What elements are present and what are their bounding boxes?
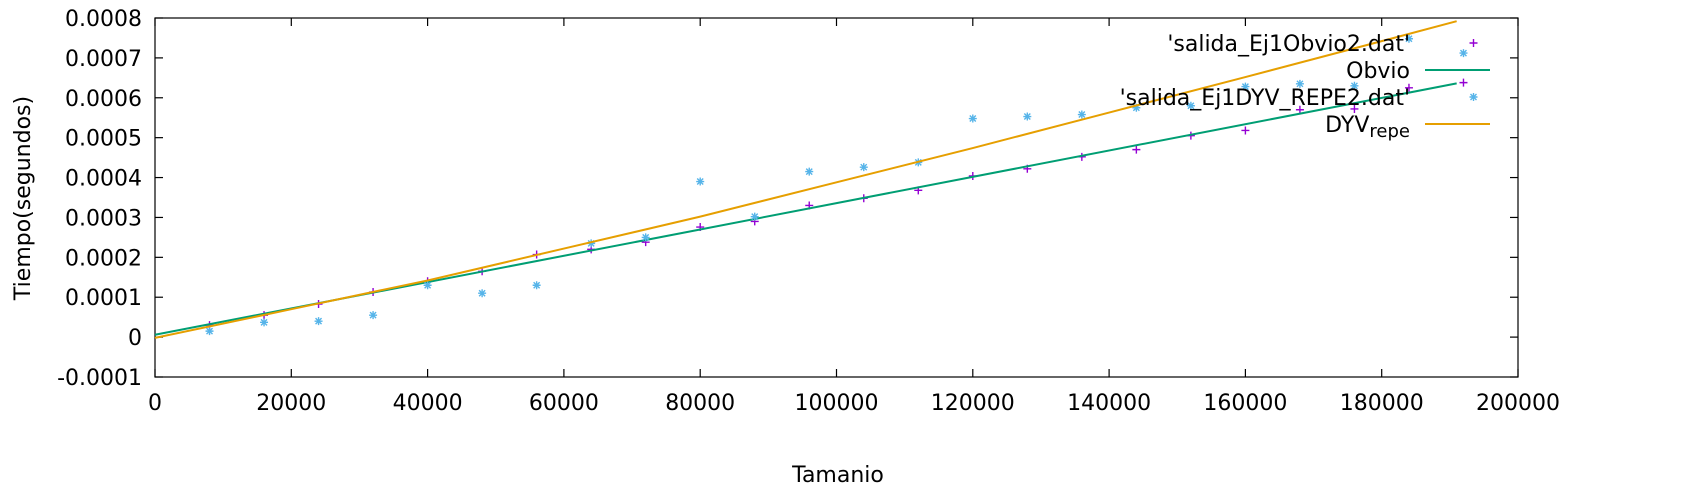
- y-axis-label: Tiempo(segundos): [11, 96, 36, 301]
- series-layer: [154, 20, 1468, 339]
- x-tick-label: 100000: [795, 391, 879, 416]
- legend-label: DYVrepe: [1325, 113, 1410, 142]
- y-tick-label: 0.0002: [65, 246, 142, 271]
- legend-sample-marker: [1469, 93, 1478, 101]
- data-point: [260, 318, 269, 327]
- data-point: [1023, 112, 1032, 121]
- legend-sample-marker: [1469, 39, 1478, 47]
- data-point: [1350, 81, 1359, 90]
- data-point: [1186, 101, 1195, 110]
- y-axis: -0.0001 0 0.0001 0.0002 0.0003 0.0004 0.0005 0.…: [57, 7, 1518, 391]
- data-point: [1404, 34, 1413, 43]
- data-point: [1077, 110, 1086, 119]
- y-tick-label: 0.0005: [65, 127, 142, 152]
- legend-label: 'salida_Ej1DYV_REPE2.dat': [1120, 86, 1410, 111]
- data-point: [1241, 126, 1250, 135]
- x-axis: 0 20000 40000 60000 80000 100000 120000 140000 1…: [148, 18, 1560, 416]
- data-point: [314, 317, 323, 326]
- series-line: [154, 20, 1457, 339]
- data-point: [423, 281, 432, 290]
- data-point: [1295, 79, 1304, 88]
- y-tick-label: 0: [128, 326, 142, 351]
- y-tick-label: -0.0001: [57, 366, 142, 391]
- legend-label: 'salida_Ej1Obvio2.dat': [1167, 32, 1410, 57]
- data-point: [1241, 82, 1250, 91]
- data-point: [696, 177, 705, 186]
- y-tick-label: 0.0007: [65, 47, 142, 72]
- legend-label: Obvio: [1346, 59, 1410, 84]
- x-tick-label: 0: [148, 391, 162, 416]
- data-point: [641, 233, 650, 242]
- y-tick-label: 0.0008: [65, 7, 142, 32]
- data-point: [1132, 145, 1141, 154]
- data-point: [805, 167, 814, 176]
- plot-border: [154, 17, 1519, 378]
- data-point: [532, 281, 541, 290]
- x-tick-label: 40000: [393, 391, 463, 416]
- data-point: [968, 114, 977, 123]
- data-point: [587, 239, 596, 248]
- x-tick-label: 120000: [931, 391, 1015, 416]
- data-point: [478, 289, 487, 298]
- x-tick-label: 60000: [529, 391, 599, 416]
- legend: 'salida_Ej1Obvio2.dat'Obvio'salida_Ej1DY…: [1120, 32, 1490, 142]
- data-point: [1350, 104, 1359, 113]
- x-axis-label: Tamanio: [791, 463, 884, 488]
- data-point: [1459, 78, 1468, 87]
- x-tick-label: 80000: [665, 391, 735, 416]
- data-point: [750, 212, 759, 221]
- x-tick-label: 160000: [1203, 391, 1287, 416]
- y-tick-label: 0.0004: [65, 167, 142, 192]
- x-tick-label: 140000: [1067, 391, 1151, 416]
- x-tick-label: 20000: [256, 391, 326, 416]
- y-tick-label: 0.0006: [65, 87, 142, 112]
- series-2: [205, 34, 1468, 336]
- series-3: [154, 20, 1457, 339]
- plot-area: [154, 17, 1519, 378]
- data-point: [205, 327, 214, 336]
- data-point: [1404, 83, 1413, 92]
- data-point: [1132, 103, 1141, 112]
- y-tick-label: 0.0001: [65, 286, 142, 311]
- data-point: [369, 311, 378, 320]
- x-tick-label: 200000: [1476, 391, 1560, 416]
- y-tick-label: 0.0003: [65, 206, 142, 231]
- data-point: [1295, 105, 1304, 114]
- x-tick-label: 180000: [1340, 391, 1424, 416]
- data-point: [859, 163, 868, 172]
- data-point: [1459, 49, 1468, 58]
